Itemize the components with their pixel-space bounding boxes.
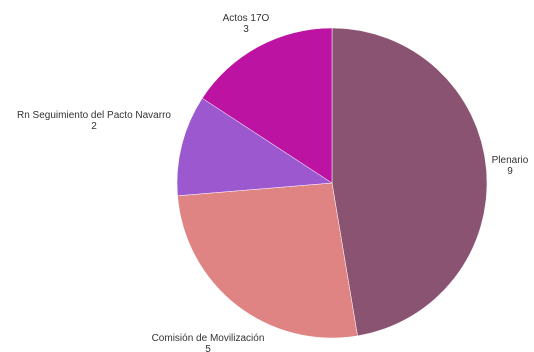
slice-value-2: 2 <box>91 121 97 132</box>
slice-label-1: Comisión de Movilización <box>152 333 265 344</box>
slice-value-1: 5 <box>205 344 211 352</box>
pie-slice-0[interactable] <box>331 27 488 337</box>
pie-slice-2[interactable] <box>176 97 333 197</box>
slice-label-3: Actos 17O <box>223 13 270 24</box>
slice-label-0: Plenario <box>492 155 529 166</box>
pie-slices <box>176 27 488 339</box>
slice-label-2: Rn Seguimiento del Pacto Navarro <box>17 110 171 121</box>
pie-slice-1[interactable] <box>177 182 358 339</box>
pie-slice-3[interactable] <box>201 27 333 184</box>
slice-value-3: 3 <box>243 24 249 35</box>
slice-value-0: 9 <box>507 166 513 177</box>
